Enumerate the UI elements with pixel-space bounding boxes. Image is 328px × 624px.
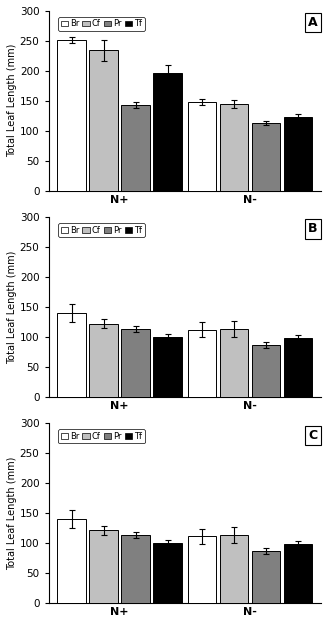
Bar: [154, 543, 182, 603]
Bar: [284, 338, 312, 397]
Bar: [154, 72, 182, 190]
Bar: [188, 537, 216, 603]
Text: A: A: [308, 16, 318, 29]
Legend: Br, Cf, Pr, Tf: Br, Cf, Pr, Tf: [58, 17, 145, 31]
Bar: [90, 530, 118, 603]
Bar: [121, 329, 150, 397]
Y-axis label: Total Leaf Length (mm): Total Leaf Length (mm): [7, 44, 17, 157]
Y-axis label: Total Leaf Length (mm): Total Leaf Length (mm): [7, 456, 17, 570]
Bar: [121, 105, 150, 190]
Bar: [220, 535, 248, 603]
Bar: [252, 551, 280, 603]
Bar: [252, 123, 280, 190]
Legend: Br, Cf, Pr, Tf: Br, Cf, Pr, Tf: [58, 223, 145, 237]
Bar: [284, 117, 312, 190]
Bar: [121, 535, 150, 603]
Bar: [220, 329, 248, 397]
Bar: [154, 337, 182, 397]
Text: C: C: [308, 429, 318, 442]
Bar: [90, 324, 118, 397]
Bar: [188, 329, 216, 397]
Bar: [57, 41, 86, 190]
Bar: [188, 102, 216, 190]
Bar: [57, 519, 86, 603]
Y-axis label: Total Leaf Length (mm): Total Leaf Length (mm): [7, 250, 17, 364]
Bar: [220, 104, 248, 190]
Legend: Br, Cf, Pr, Tf: Br, Cf, Pr, Tf: [58, 429, 145, 443]
Bar: [90, 51, 118, 190]
Bar: [57, 313, 86, 397]
Bar: [252, 344, 280, 397]
Bar: [284, 544, 312, 603]
Text: B: B: [308, 223, 318, 235]
